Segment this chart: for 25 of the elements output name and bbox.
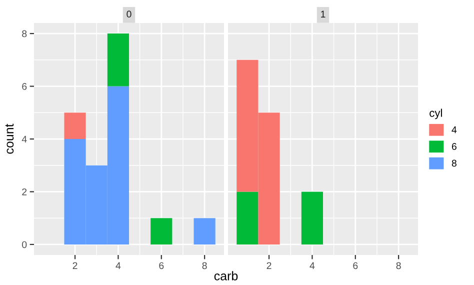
y-tick-label: 0	[22, 241, 27, 248]
x-tick-label: 8	[396, 262, 401, 270]
y-tick-label: 2	[22, 188, 27, 196]
x-axis-title: carb	[214, 271, 238, 280]
bar	[107, 34, 129, 86]
y-axis-title: count	[5, 124, 14, 154]
bar	[64, 112, 86, 139]
y-tick-label: 4	[22, 136, 27, 143]
legend-label: 4	[452, 126, 457, 134]
x-tick-label: 6	[159, 262, 164, 270]
legend-label: 6	[452, 143, 456, 150]
bar	[150, 218, 172, 244]
legend-label: 8	[452, 160, 456, 167]
y-tick-label: 6	[22, 83, 27, 90]
x-tick-label: 2	[72, 262, 78, 269]
chart-title: 1	[321, 10, 326, 18]
x-tick-label: 4	[116, 262, 121, 269]
legend-title: cyl	[430, 108, 442, 120]
bar	[194, 218, 216, 244]
x-tick-label: 4	[310, 262, 315, 269]
y-tick-label: 8	[22, 30, 27, 38]
x-tick-label: 8	[202, 262, 207, 270]
chart-title: 0	[126, 10, 132, 18]
x-tick-label: 2	[266, 262, 272, 269]
x-tick-label: 6	[353, 262, 358, 270]
